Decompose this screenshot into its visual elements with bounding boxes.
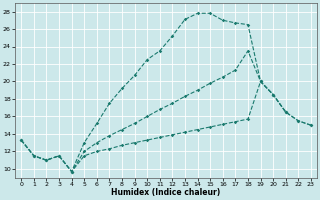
X-axis label: Humidex (Indice chaleur): Humidex (Indice chaleur)	[111, 188, 221, 197]
